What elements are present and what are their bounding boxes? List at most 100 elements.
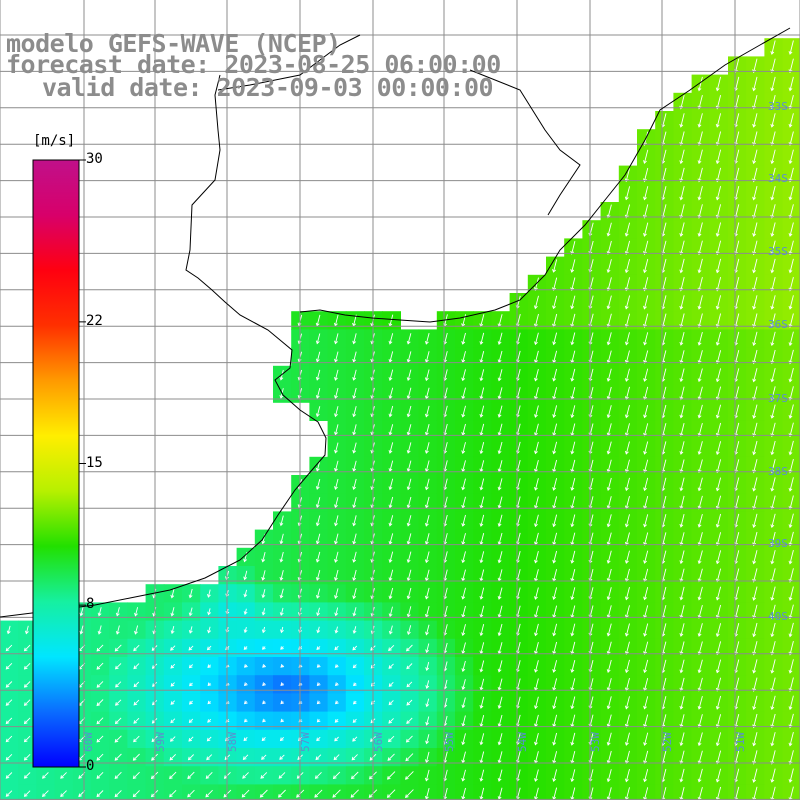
wind-cell — [182, 784, 201, 800]
wind-arrow-head — [388, 683, 393, 687]
wind-arrow-head — [406, 683, 411, 688]
wind-cell — [309, 784, 329, 800]
wind-arrow — [716, 768, 722, 782]
wind-arrow-head — [624, 341, 629, 346]
wind-cell — [782, 784, 800, 800]
wind-cell — [218, 784, 238, 800]
wind-arrow-head — [788, 51, 793, 55]
wind-arrow — [353, 442, 357, 453]
wind-arrow-head — [243, 737, 248, 742]
wind-arrow — [480, 405, 485, 418]
wind-arrow-head — [770, 378, 775, 383]
longitude-label: 57W — [299, 732, 312, 752]
wind-arrow-head — [752, 596, 757, 601]
wind-arrow-head — [715, 233, 720, 237]
wind-arrow — [716, 295, 722, 310]
wind-arrow — [625, 477, 630, 491]
wind-arrow — [353, 424, 357, 435]
wind-arrow-head — [60, 793, 64, 797]
wind-arrow-head — [752, 633, 757, 638]
wind-arrow — [789, 604, 794, 619]
wind-arrow-head — [279, 756, 283, 760]
wind-arrow — [316, 369, 321, 381]
wind-arrow — [480, 496, 485, 509]
wind-arrow-head — [262, 664, 266, 668]
wind-arrow-head — [770, 578, 775, 583]
wind-arrow — [96, 753, 104, 761]
wind-arrow — [625, 441, 630, 455]
wind-arrow-head — [770, 396, 775, 401]
wind-arrow — [571, 386, 576, 400]
wind-arrow-head — [643, 232, 647, 237]
wind-arrow-head — [534, 778, 538, 782]
wind-arrow-head — [151, 757, 155, 761]
wind-arrow — [789, 313, 794, 328]
wind-arrow-head — [187, 756, 192, 761]
wind-arrow-head — [279, 612, 284, 616]
wind-arrow-head — [60, 775, 64, 779]
wind-arrow — [480, 314, 485, 327]
wind-arrow-head — [353, 682, 357, 687]
wind-arrow — [680, 750, 685, 764]
wind-arrow — [444, 442, 448, 454]
wind-arrow — [133, 717, 140, 724]
wind-arrow — [789, 422, 794, 437]
wind-arrow — [716, 459, 722, 473]
wind-arrow-head — [352, 486, 357, 491]
wind-arrow — [771, 550, 776, 564]
wind-arrow — [753, 295, 758, 310]
wind-arrow — [680, 441, 685, 455]
wind-arrow-head — [643, 596, 648, 601]
wind-arrow — [698, 441, 703, 455]
wind-arrow — [771, 204, 776, 219]
wind-arrow-head — [788, 451, 793, 456]
wind-arrow-head — [715, 524, 720, 528]
wind-arrow-head — [315, 540, 320, 545]
wind-arrow-head — [770, 779, 775, 783]
wind-arrow — [553, 423, 558, 436]
wind-arrow — [480, 514, 485, 527]
wind-arrow — [753, 422, 758, 437]
wind-arrow-head — [624, 560, 629, 564]
wind-arrow-head — [697, 196, 702, 201]
wind-arrow-head — [770, 688, 775, 692]
wind-arrow-head — [624, 287, 629, 292]
wind-arrow — [771, 131, 776, 146]
wind-arrow-head — [23, 793, 28, 797]
wind-arrow — [353, 569, 357, 581]
wind-arrow — [607, 696, 612, 709]
wind-arrow — [607, 787, 612, 800]
wind-arrow-head — [624, 269, 629, 274]
wind-arrow-head — [479, 450, 484, 455]
wind-arrow — [789, 750, 794, 765]
wind-arrow — [771, 368, 776, 382]
wind-arrow-head — [406, 504, 411, 509]
wind-arrow — [389, 515, 394, 526]
wind-arrow — [734, 240, 740, 255]
wind-arrow — [734, 786, 740, 800]
wind-arrow-head — [643, 705, 648, 710]
wind-arrow — [353, 333, 357, 344]
wind-arrow — [189, 607, 193, 616]
wind-arrow-head — [96, 793, 101, 798]
wind-arrow-head — [5, 684, 10, 688]
wind-arrow — [753, 313, 758, 328]
colorbar-tick-label: 30 — [86, 151, 103, 167]
wind-arrow — [498, 751, 503, 763]
wind-arrow-head — [334, 646, 339, 651]
wind-arrow — [698, 786, 703, 800]
wind-arrow-head — [606, 487, 611, 492]
wind-arrow — [607, 750, 612, 764]
wind-arrow-head — [570, 487, 575, 491]
wind-arrow — [716, 149, 722, 164]
wind-arrow-head — [96, 720, 101, 725]
wind-arrow — [571, 332, 576, 345]
wind-arrow-head — [97, 630, 102, 635]
wind-cell — [345, 784, 365, 800]
wind-arrow — [462, 369, 466, 381]
wind-arrow-head — [770, 597, 775, 601]
wind-arrow — [189, 588, 193, 598]
wind-arrow — [771, 531, 776, 546]
wind-arrow-head — [316, 629, 321, 634]
wind-arrow — [5, 790, 13, 797]
